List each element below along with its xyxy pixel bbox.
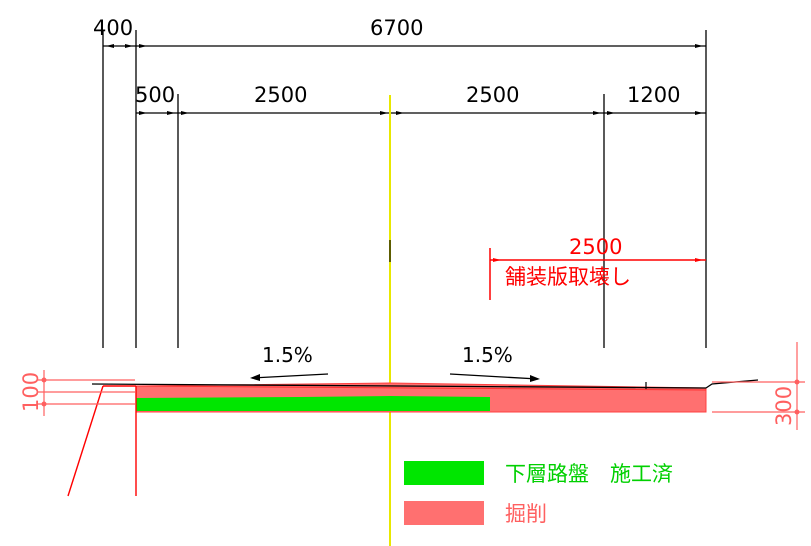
left-height-dimension (38, 370, 135, 416)
legend-swatch-base-course (404, 461, 484, 485)
dim-400: 400 (93, 16, 133, 40)
break-label: 舗装版取壊し (505, 265, 631, 289)
slope-left-arrowhead (250, 374, 260, 381)
dimension-arrows (106, 44, 703, 115)
break-arrow-right (695, 258, 703, 262)
left-dim-dot-2 (41, 401, 47, 407)
right-shoulder-line (705, 379, 759, 389)
slope-left-arrow (251, 373, 329, 379)
slope-right-arrow (449, 373, 539, 380)
base-course-area (136, 396, 490, 411)
break-dimension (489, 248, 706, 300)
slope-right-label: 1.5% (462, 343, 513, 367)
legend-label-excavation: 掘削 (505, 502, 547, 526)
existing-road-surface (91, 383, 707, 389)
left-curb-lines (67, 385, 137, 497)
dim-break-2500: 2500 (569, 235, 622, 259)
dim-1200: 1200 (627, 83, 680, 107)
right-dim-dot-1 (794, 379, 800, 385)
dim-2500-left: 2500 (254, 83, 307, 107)
left-dim-dot-1 (41, 377, 47, 383)
top-dimension-lines (102, 30, 707, 348)
legend-label-base-course: 下層路盤 施工済 (505, 462, 673, 486)
right-height-dimension (712, 342, 805, 430)
legend-swatch-excavation (404, 501, 484, 525)
dim-500: 500 (135, 83, 175, 107)
slope-left-label: 1.5% (262, 343, 313, 367)
left-height-label: 100 (19, 372, 43, 412)
dim-6700: 6700 (370, 16, 423, 40)
break-arrow-left (493, 258, 501, 262)
legend: 下層路盤 施工済 掘削 (404, 461, 673, 526)
red-surface-line (135, 385, 707, 391)
right-height-label: 300 (772, 386, 796, 426)
slope-right-arrowhead (530, 375, 540, 382)
dim-2500-right: 2500 (466, 83, 519, 107)
right-dim-dot-2 (794, 409, 800, 415)
